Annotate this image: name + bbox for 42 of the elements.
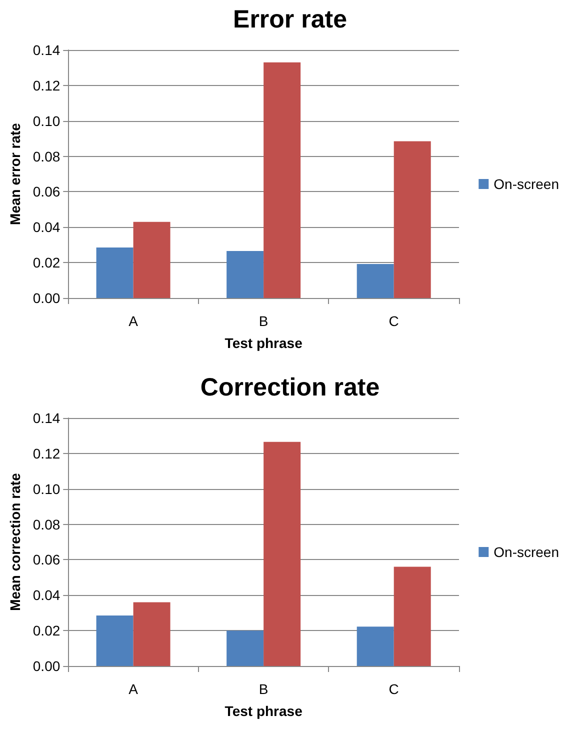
- bar: [226, 630, 264, 666]
- y-tick-label: 0.04: [32, 219, 60, 236]
- y-axis-title: Mean error rate: [7, 122, 23, 225]
- y-tick-label: 0.08: [32, 148, 60, 164]
- y-tick-label: 0.10: [32, 112, 60, 129]
- bar: [133, 602, 170, 666]
- x-tick-label: C: [388, 681, 399, 697]
- y-tick-label: 0.12: [32, 77, 60, 94]
- y-tick-label: 0.06: [32, 552, 60, 568]
- y-tick-label: 0.00: [32, 658, 60, 674]
- y-tick-label: 0.02: [32, 622, 60, 639]
- bar: [264, 62, 301, 298]
- bar: [226, 251, 264, 298]
- x-tick-label: B: [258, 681, 268, 697]
- y-tick-label: 0.02: [32, 254, 60, 271]
- x-tick-label: C: [388, 313, 399, 329]
- bar: [133, 222, 170, 298]
- y-tick-label: 0.10: [32, 480, 60, 497]
- bar: [394, 141, 431, 298]
- bar: [356, 626, 394, 666]
- bar: [96, 248, 134, 298]
- y-tick-label: 0.06: [32, 184, 60, 200]
- x-tick-label: B: [258, 313, 268, 329]
- y-tick-label: 0.04: [32, 587, 60, 604]
- bar: [356, 264, 394, 298]
- x-tick-label: A: [128, 313, 139, 329]
- y-tick-label: 0.14: [32, 42, 60, 58]
- y-tick-label: 0.14: [32, 410, 60, 426]
- chart-title: Correction rate: [200, 374, 380, 402]
- y-tick-label: 0.00: [32, 290, 60, 306]
- x-tick-label: A: [128, 681, 139, 697]
- x-axis-title: Test phrase: [224, 703, 303, 719]
- chart-title: Error rate: [233, 6, 348, 34]
- bar: [264, 442, 301, 666]
- y-axis-title: Mean correction rate: [7, 472, 23, 611]
- y-tick-label: 0.12: [32, 445, 60, 462]
- bar: [394, 566, 431, 666]
- legend-label: On-screen: [494, 176, 559, 192]
- legend-label: On-screen: [494, 544, 559, 560]
- y-tick-label: 0.08: [32, 516, 60, 532]
- bar: [96, 616, 134, 666]
- x-axis-title: Test phrase: [224, 335, 303, 351]
